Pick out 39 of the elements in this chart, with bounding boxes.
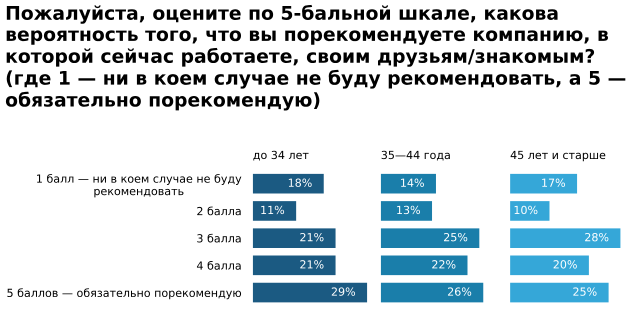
bar <box>510 282 609 302</box>
data-label: 20% <box>554 260 577 269</box>
data-label: 22% <box>432 260 456 269</box>
data-label: 13% <box>397 206 420 214</box>
bar <box>252 228 336 248</box>
y-tick-label: 3 балла <box>197 234 241 243</box>
data-label: 25% <box>444 232 468 242</box>
data-label: 14% <box>401 178 424 187</box>
bar <box>510 228 620 248</box>
y-tick-label: 1 балл — ни в коем случае не буду рекомендовать <box>37 174 242 198</box>
bar <box>510 256 589 276</box>
bar <box>510 201 550 221</box>
data-label: 10% <box>514 206 538 214</box>
data-label: 25% <box>573 287 597 296</box>
data-label: 11% <box>261 206 284 214</box>
bar <box>252 174 324 194</box>
bar <box>252 256 336 276</box>
data-label: 29% <box>332 287 356 296</box>
bar <box>252 201 296 221</box>
bar <box>380 228 480 248</box>
data-label: 18% <box>288 178 312 187</box>
bar <box>380 201 432 221</box>
y-tick-label: 2 балла <box>197 206 241 216</box>
chart-subtitle: 35—44 года <box>382 150 450 161</box>
y-tick-label: 4 балла <box>196 260 241 270</box>
chart-subtitle: 45 лет и старше <box>510 150 606 162</box>
chart-title: Пожалуйста, оцените по 5-бальной шкале, какова вероятность того, что вы порекомендуете компанию, в которой сейчас работаете, своим друзьям/знакомым? (где 1 — ни в коем случае не буду рекомендовать, а 5 — обязательно порекомендую) <box>6 4 626 111</box>
data-label: 17% <box>542 178 566 187</box>
bar <box>252 282 368 302</box>
bar <box>380 256 468 276</box>
data-label: 21% <box>300 232 324 242</box>
data-label: 26% <box>448 287 472 296</box>
chart-subtitle: до 34 лет <box>253 150 309 161</box>
bar <box>510 174 578 194</box>
y-tick-label: 5 баллов — обязательно порекомендую <box>7 288 242 300</box>
data-label: 28% <box>585 232 608 242</box>
bar <box>380 174 436 194</box>
bar <box>380 282 484 302</box>
data-label: 21% <box>300 260 324 269</box>
